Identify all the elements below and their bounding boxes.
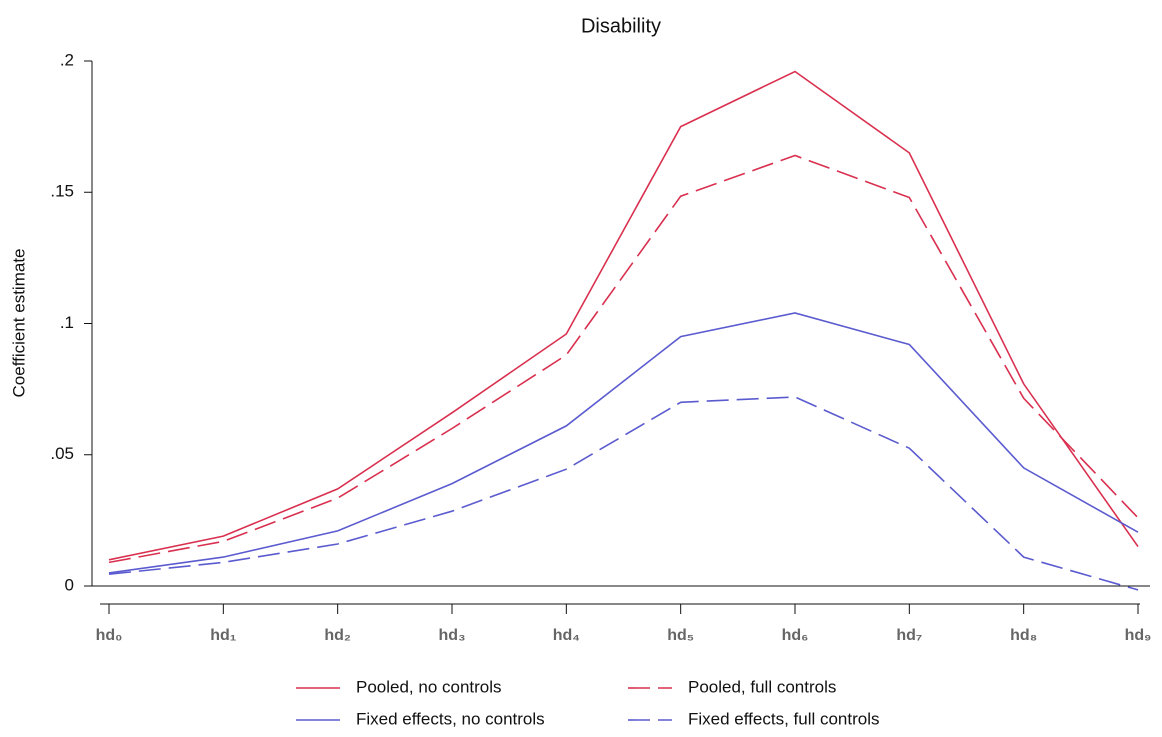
x-tick-label: hd₅ <box>667 627 694 644</box>
series-line <box>108 154 1139 564</box>
y-tick-label: .15 <box>50 182 74 201</box>
y-tick-label: .1 <box>60 313 74 332</box>
legend-label: Fixed effects, full controls <box>688 709 880 728</box>
legend-label: Pooled, full controls <box>688 677 836 696</box>
x-tick-label: hd₇ <box>896 627 922 644</box>
x-tick-label: hd₈ <box>1010 627 1037 644</box>
x-tick-label: hd₂ <box>324 627 351 644</box>
series-line <box>108 70 1139 561</box>
x-tick-label: hd₄ <box>553 627 580 644</box>
series-line <box>108 396 1139 591</box>
y-tick-label: 0 <box>65 575 74 594</box>
x-tick-label: hd₆ <box>782 627 809 644</box>
x-tick-label: hd₀ <box>96 627 123 644</box>
series-line <box>108 312 1139 574</box>
legend-label: Pooled, no controls <box>356 677 502 696</box>
x-tick-label: hd₁ <box>210 627 237 644</box>
y-tick-label: .2 <box>60 50 74 69</box>
legend-label: Fixed effects, no controls <box>356 709 545 728</box>
x-tick-label: hd₃ <box>439 627 466 644</box>
chart-title: Disability <box>581 15 661 37</box>
x-tick-label: hd₉ <box>1125 627 1152 644</box>
y-tick-label: .05 <box>50 444 74 463</box>
y-axis-label: Coefficient estimate <box>9 249 28 398</box>
